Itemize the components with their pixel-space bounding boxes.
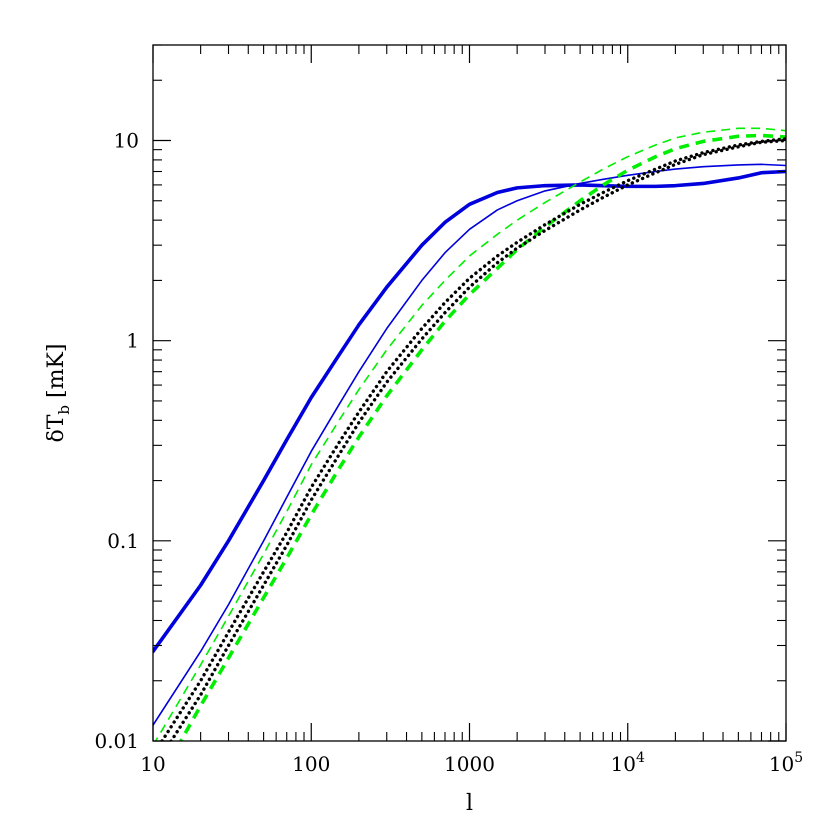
y-axis-label-main: δT (44, 414, 69, 442)
series-layer (153, 127, 786, 741)
x-tick-label: 10 (140, 752, 165, 776)
series-line-1 (153, 169, 786, 654)
x-tick-label-exponent: 5 (794, 750, 803, 766)
x-tick-label: 1000 (444, 752, 495, 776)
y-tick-label: 0.01 (94, 729, 139, 753)
x-tick-label: 100 (292, 752, 330, 776)
plot-frame (152, 44, 787, 742)
series-line-4 (178, 133, 786, 741)
y-tick-label: 0.1 (107, 529, 139, 553)
y-axis-label-unit: [mK] (44, 344, 69, 405)
x-tick-label-base: 1000 (444, 752, 495, 776)
x-tick-label-base: 100 (292, 752, 330, 776)
x-tick-label: 104 (611, 750, 645, 776)
x-tick-label: 105 (769, 750, 803, 776)
y-tick-label: 1 (126, 329, 139, 353)
series-line-5 (160, 137, 786, 741)
series-line-2 (153, 163, 786, 726)
series-line-3 (154, 127, 786, 741)
y-tick-label: 10 (114, 129, 139, 153)
y-axis-label-subscript: b (55, 405, 73, 415)
x-tick-label-base: 10 (769, 752, 794, 776)
y-axis-label: δTb [mK] (44, 344, 73, 443)
x-tick-label-base: 10 (611, 752, 636, 776)
x-tick-label-exponent: 4 (636, 750, 645, 766)
x-axis-label: l (466, 791, 473, 816)
series-line-6 (169, 138, 786, 741)
x-tick-label-base: 10 (140, 752, 165, 776)
